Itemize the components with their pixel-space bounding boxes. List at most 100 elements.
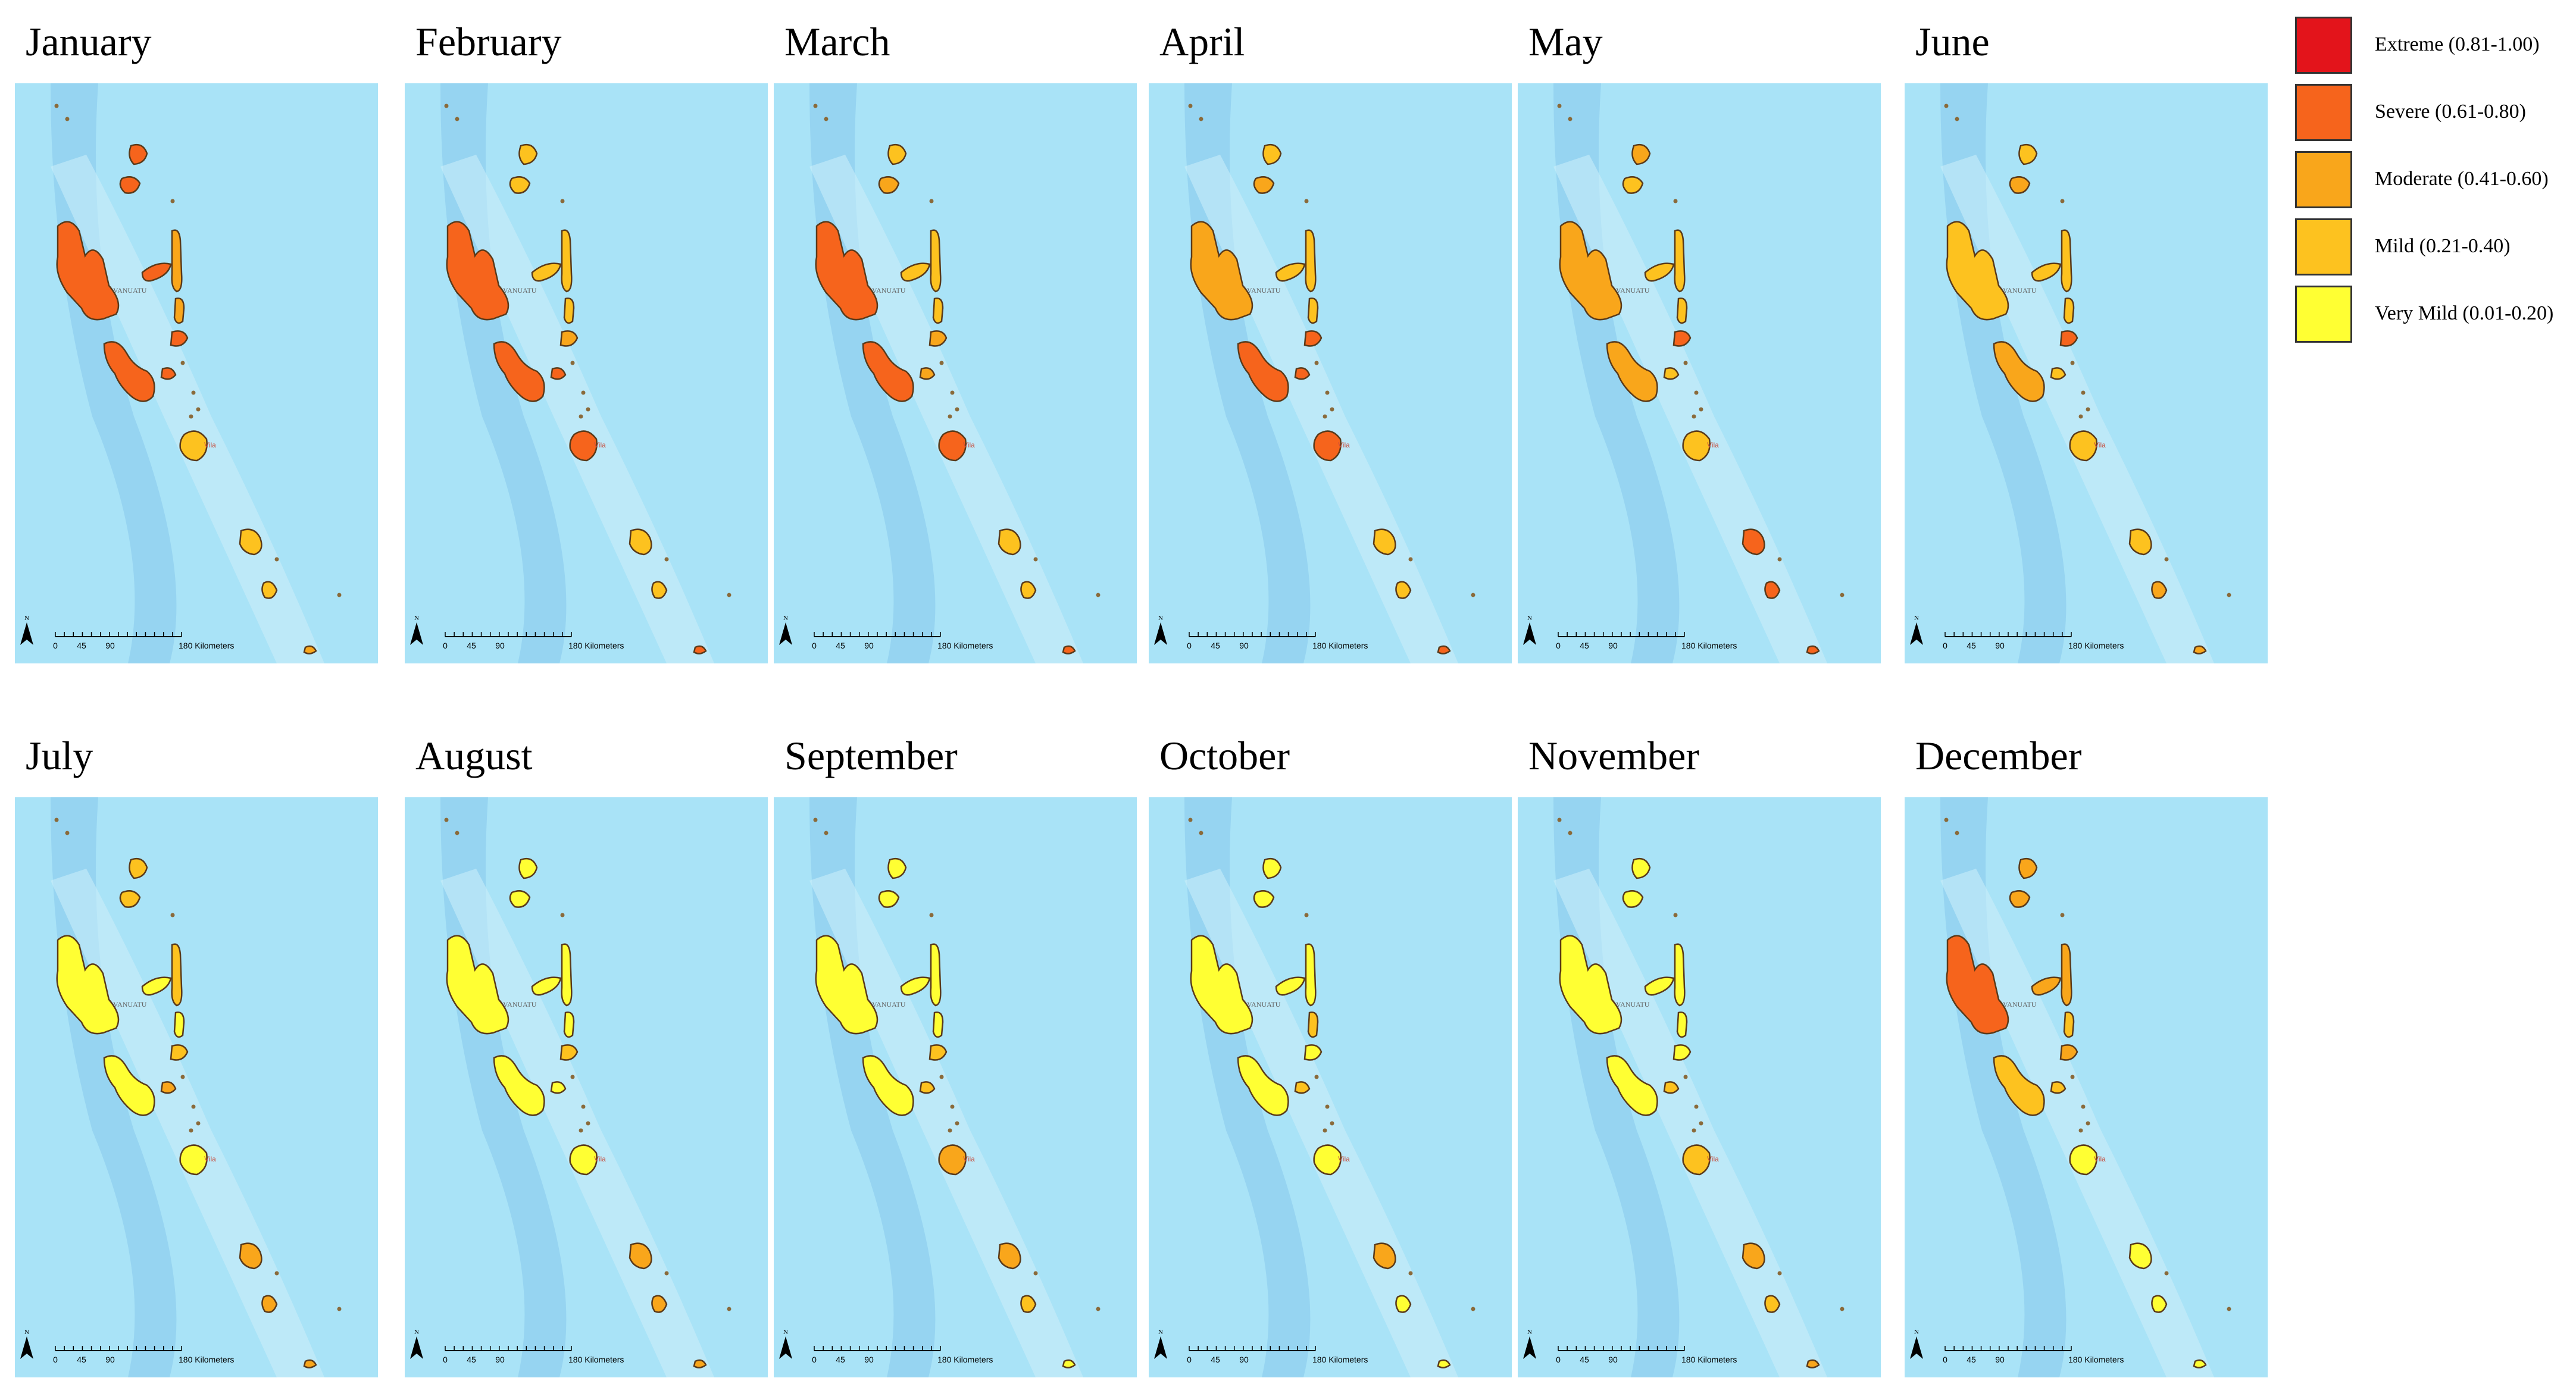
scale-label: 45 xyxy=(836,1355,845,1364)
island-pentecost xyxy=(171,943,183,1007)
island-tanna xyxy=(651,581,668,599)
island-shepherd-islands xyxy=(550,1081,567,1094)
capital-label: Vila xyxy=(963,441,975,449)
island-pentecost xyxy=(561,229,573,293)
north-label: N xyxy=(1158,615,1163,622)
scale-label: 90 xyxy=(1239,1355,1249,1364)
islet xyxy=(2081,390,2086,395)
islet xyxy=(1777,1271,1782,1276)
islet xyxy=(1408,1271,1413,1276)
islet xyxy=(2070,1075,2075,1079)
scale-label: 45 xyxy=(1580,1355,1589,1364)
capital-label: Vila xyxy=(963,1155,975,1163)
scale-label: 90 xyxy=(864,1355,874,1364)
islet xyxy=(1314,361,1319,365)
island-torres-islands xyxy=(2018,143,2038,165)
islet xyxy=(570,1075,575,1079)
scale-label: 180 Kilometers xyxy=(568,641,624,650)
islet xyxy=(1199,117,1203,121)
scale-label: 0 xyxy=(1556,641,1561,650)
island-torres-islands xyxy=(1631,857,1651,879)
island-tanna xyxy=(1020,1295,1037,1313)
country-label: VANUATU xyxy=(1247,1000,1281,1008)
island-efate xyxy=(179,430,208,462)
islet xyxy=(444,104,449,108)
island-malekula xyxy=(103,1055,155,1116)
scale-label: 180 Kilometers xyxy=(2068,1355,2124,1364)
island-tanna xyxy=(1764,1295,1781,1313)
map-svg: VANUATU Vila N 0 45 90 180 Kilometers xyxy=(1905,797,2268,1377)
islet xyxy=(2164,1271,2169,1276)
island-espiritu-santo xyxy=(1559,935,1622,1035)
scale-label: 45 xyxy=(836,641,845,650)
island-maewo xyxy=(1307,297,1319,324)
island-espiritu-santo xyxy=(1190,935,1253,1035)
islet xyxy=(274,1271,279,1276)
island-epi xyxy=(929,1044,948,1061)
islet xyxy=(579,1128,583,1133)
scale-label: 180 Kilometers xyxy=(1681,1355,1737,1364)
island-malekula xyxy=(1606,341,1658,402)
islet xyxy=(560,199,565,203)
islet xyxy=(2060,913,2065,917)
islet xyxy=(54,818,59,822)
north-label: N xyxy=(414,1329,419,1336)
north-label: N xyxy=(24,615,29,622)
islet xyxy=(191,390,196,395)
island-epi xyxy=(1303,330,1323,347)
island-espiritu-santo xyxy=(446,935,509,1035)
island-tanna xyxy=(261,581,278,599)
island-malekula xyxy=(1237,341,1289,402)
islet xyxy=(581,1104,586,1109)
islet xyxy=(1557,104,1562,108)
map-frame: VANUATU Vila N 0 45 90 180 Kilometers xyxy=(1518,83,1881,663)
island-efate xyxy=(2069,1144,2097,1176)
island-efate xyxy=(2069,430,2097,462)
islet xyxy=(813,818,818,822)
island-epi xyxy=(559,330,579,347)
map-svg: VANUATU Vila N 0 45 90 180 Kilometers xyxy=(774,83,1137,663)
island-aneityum xyxy=(1062,1359,1076,1368)
scale-label: 90 xyxy=(105,1355,115,1364)
island-banks-islands xyxy=(2009,890,2031,908)
country-label: VANUATU xyxy=(1616,1000,1650,1008)
islet xyxy=(337,1307,342,1311)
islet xyxy=(1694,1104,1699,1109)
capital-label: Vila xyxy=(2094,441,2106,449)
island-ambae xyxy=(900,262,931,282)
islet xyxy=(929,199,934,203)
map-svg: VANUATU Vila N 0 45 90 180 Kilometers xyxy=(1905,83,2268,663)
islet xyxy=(939,361,944,365)
island-torres-islands xyxy=(1262,857,1282,879)
island-aneityum xyxy=(2193,645,2207,654)
islet xyxy=(1408,557,1413,562)
islet xyxy=(948,414,952,419)
legend-item-very-mild: Very Mild (0.01-0.20) xyxy=(2295,282,2575,349)
island-shepherd-islands xyxy=(1294,367,1311,380)
north-arrow-icon xyxy=(1523,1336,1536,1359)
islet xyxy=(1777,557,1782,562)
islet xyxy=(2086,1121,2090,1126)
island-maewo xyxy=(563,297,575,324)
scale-label: 45 xyxy=(1211,1355,1220,1364)
month-title: December xyxy=(1915,733,2082,778)
island-epi xyxy=(559,1044,579,1061)
north-arrow-icon xyxy=(1154,1336,1167,1359)
island-efate xyxy=(1313,430,1342,462)
scale-label: 90 xyxy=(1995,641,2005,650)
capital-label: Vila xyxy=(2094,1155,2106,1163)
map-frame: VANUATU Vila N 0 45 90 180 Kilometers xyxy=(1905,83,2268,663)
scale-label: 0 xyxy=(812,641,817,650)
islet xyxy=(1840,593,1845,597)
scale-label: 45 xyxy=(1211,641,1220,650)
island-aneityum xyxy=(1806,645,1820,654)
island-banks-islands xyxy=(878,176,900,194)
legend: Extreme (0.81-1.00) Severe (0.61-0.80) M… xyxy=(2295,13,2575,349)
scale-label: 45 xyxy=(1967,641,1976,650)
island-pentecost xyxy=(930,229,942,293)
islet xyxy=(1471,593,1475,597)
islet xyxy=(189,414,193,419)
island-epi xyxy=(929,330,948,347)
island-pentecost xyxy=(1674,943,1686,1007)
island-malekula xyxy=(1993,341,2045,402)
